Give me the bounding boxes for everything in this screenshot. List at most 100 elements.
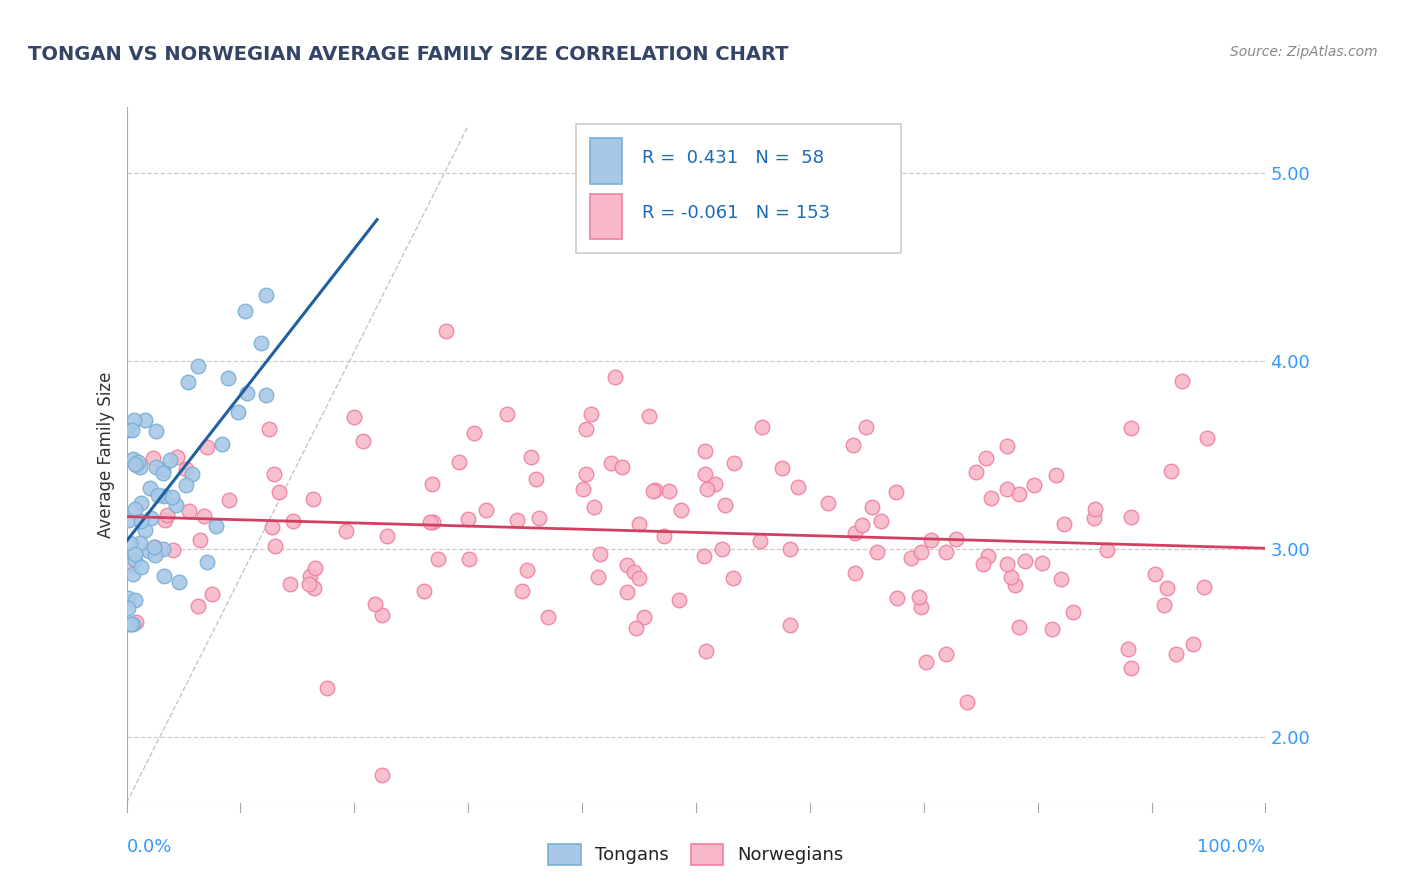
Point bbox=[298, 576, 321, 591]
Point bbox=[165, 498, 187, 512]
Point bbox=[218, 492, 240, 507]
Point bbox=[1121, 421, 1143, 435]
Point bbox=[581, 407, 603, 421]
Point bbox=[910, 599, 932, 614]
Point bbox=[120, 536, 142, 550]
Point bbox=[627, 516, 650, 531]
Point bbox=[427, 551, 450, 566]
Point bbox=[1084, 501, 1107, 516]
Point bbox=[956, 695, 979, 709]
Point bbox=[118, 512, 141, 526]
Point bbox=[129, 460, 152, 475]
Point bbox=[1181, 637, 1204, 651]
FancyBboxPatch shape bbox=[591, 194, 621, 239]
Point bbox=[862, 500, 884, 515]
Point bbox=[1008, 487, 1031, 501]
Point bbox=[177, 504, 200, 518]
Point bbox=[434, 324, 457, 338]
Point bbox=[267, 485, 290, 500]
Point bbox=[195, 440, 218, 454]
Point bbox=[1045, 467, 1067, 482]
Point bbox=[588, 570, 610, 584]
Point bbox=[302, 491, 325, 506]
Point bbox=[457, 512, 479, 526]
Point bbox=[343, 409, 366, 424]
Point bbox=[527, 510, 550, 524]
Point bbox=[1014, 554, 1036, 568]
Point bbox=[315, 681, 337, 696]
Point bbox=[124, 593, 146, 607]
Text: 0.0%: 0.0% bbox=[127, 838, 172, 856]
Point bbox=[335, 524, 357, 539]
Point bbox=[1062, 605, 1084, 619]
Point bbox=[721, 571, 744, 585]
Point bbox=[250, 335, 273, 350]
Point bbox=[150, 461, 173, 475]
Text: TONGAN VS NORWEGIAN AVERAGE FAMILY SIZE CORRELATION CHART: TONGAN VS NORWEGIAN AVERAGE FAMILY SIZE … bbox=[28, 45, 789, 63]
Point bbox=[153, 569, 176, 583]
Point bbox=[281, 514, 304, 528]
Point bbox=[278, 577, 301, 591]
Point bbox=[1171, 374, 1194, 388]
Point bbox=[201, 586, 224, 600]
Point bbox=[124, 553, 146, 567]
Point bbox=[751, 420, 773, 434]
Point bbox=[124, 457, 146, 471]
Point bbox=[121, 423, 143, 437]
Point bbox=[935, 647, 957, 661]
Point bbox=[1166, 647, 1188, 661]
Point bbox=[142, 541, 165, 555]
Y-axis label: Average Family Size: Average Family Size bbox=[97, 372, 115, 538]
Point bbox=[152, 466, 174, 480]
Point bbox=[1156, 581, 1178, 595]
Point bbox=[668, 593, 690, 607]
Point bbox=[153, 489, 176, 503]
Point bbox=[582, 500, 605, 514]
Point bbox=[143, 540, 166, 554]
Point bbox=[263, 467, 285, 481]
Point bbox=[866, 544, 889, 558]
Point bbox=[1000, 570, 1022, 584]
Point bbox=[844, 566, 866, 580]
Point bbox=[419, 515, 441, 529]
Point bbox=[1040, 622, 1063, 636]
Point bbox=[900, 551, 922, 566]
Point bbox=[125, 458, 148, 473]
Point bbox=[524, 472, 547, 486]
Point bbox=[842, 437, 865, 451]
Point bbox=[669, 503, 692, 517]
Point bbox=[779, 618, 801, 632]
Point bbox=[176, 462, 198, 476]
Point bbox=[644, 483, 666, 497]
Point bbox=[627, 571, 650, 585]
Point bbox=[413, 583, 436, 598]
Point bbox=[572, 482, 595, 496]
Point bbox=[167, 575, 190, 590]
Point bbox=[638, 409, 661, 423]
Point bbox=[935, 545, 957, 559]
Point bbox=[710, 542, 733, 557]
Legend: Tongans, Norwegians: Tongans, Norwegians bbox=[538, 835, 853, 874]
Point bbox=[870, 514, 893, 528]
Point bbox=[463, 426, 485, 441]
Point bbox=[122, 566, 145, 581]
Point bbox=[516, 563, 538, 577]
Point bbox=[723, 456, 745, 470]
Point bbox=[1119, 510, 1142, 524]
Point bbox=[195, 556, 218, 570]
Point bbox=[205, 518, 228, 533]
Point bbox=[118, 617, 141, 632]
Point bbox=[124, 501, 146, 516]
Point bbox=[1119, 661, 1142, 675]
Point bbox=[352, 434, 374, 449]
Point bbox=[574, 422, 596, 436]
Point bbox=[254, 288, 277, 302]
Point bbox=[124, 615, 146, 630]
Point bbox=[131, 559, 153, 574]
Point bbox=[122, 452, 145, 467]
Text: Source: ZipAtlas.com: Source: ZipAtlas.com bbox=[1230, 45, 1378, 59]
Text: R =  0.431   N =  58: R = 0.431 N = 58 bbox=[643, 149, 824, 167]
Point bbox=[193, 509, 215, 524]
Point bbox=[152, 463, 174, 477]
Point bbox=[117, 600, 139, 615]
